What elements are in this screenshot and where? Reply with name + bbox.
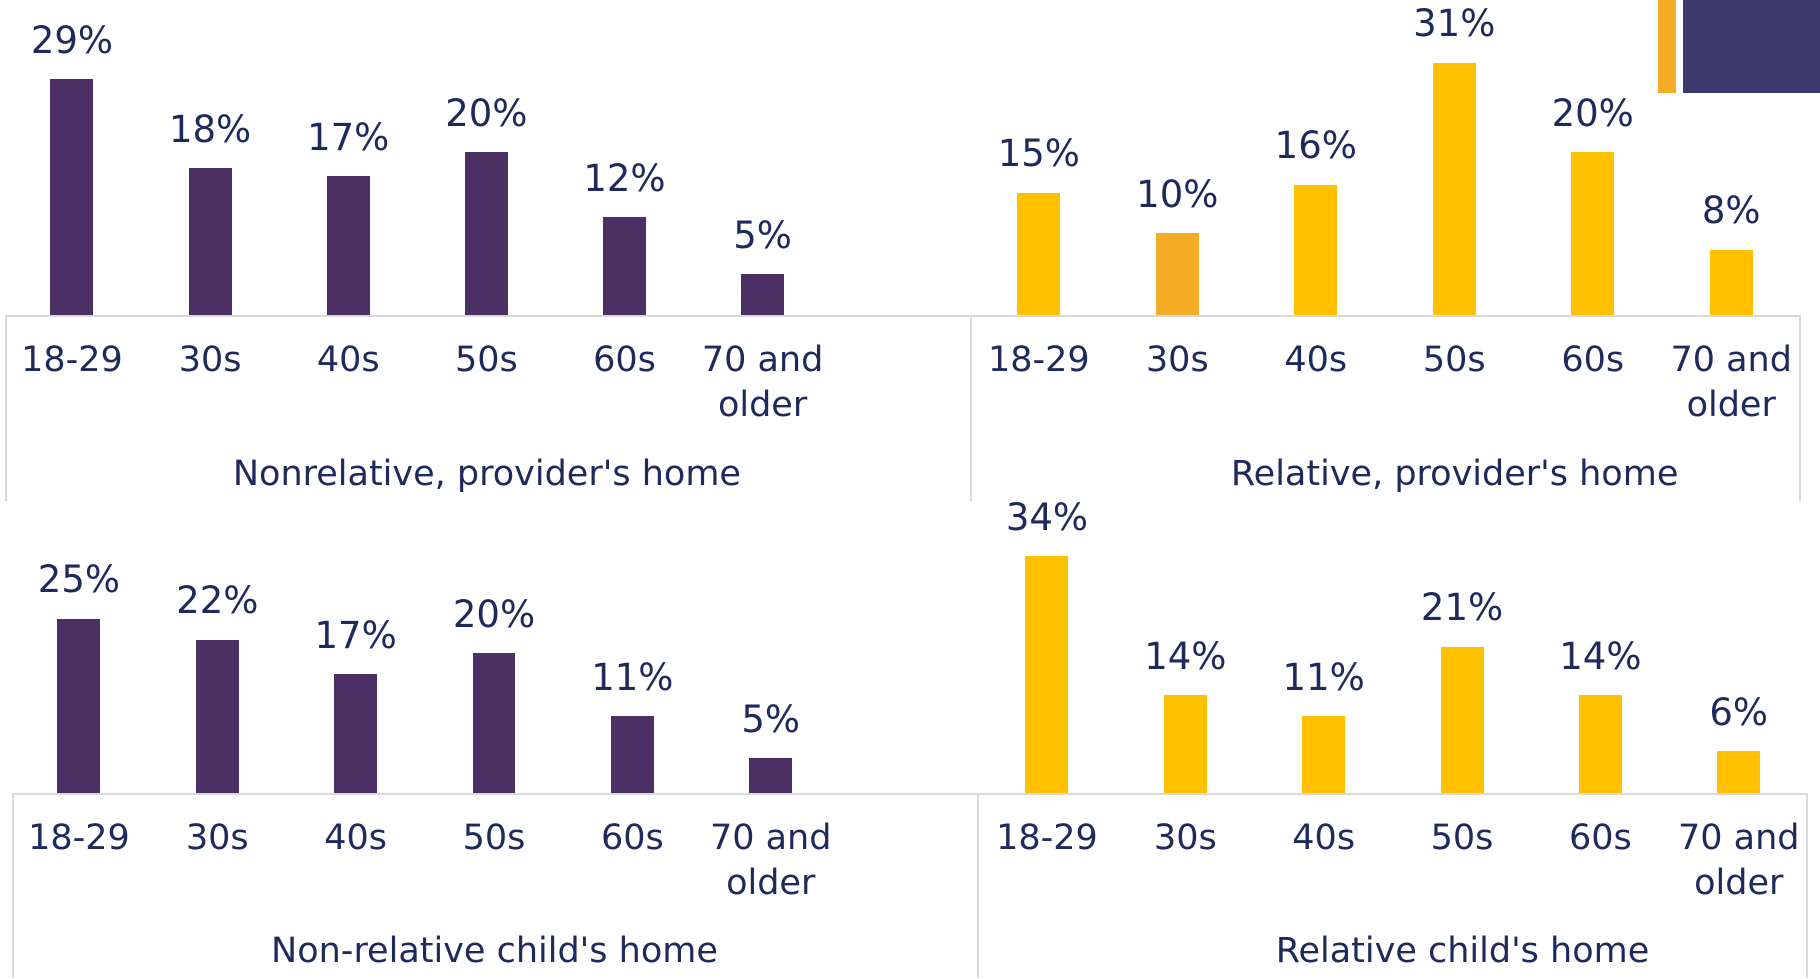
category-label: 50s: [1430, 817, 1494, 858]
value-label: 5%: [741, 697, 801, 741]
value-label: 22%: [176, 579, 259, 623]
value-label: 34%: [1005, 495, 1089, 539]
value-label: 14%: [1559, 634, 1642, 678]
panel-title: Non-relative child's home: [271, 930, 718, 971]
category-label: 30s: [185, 817, 249, 858]
panel-title: Relative child's home: [1275, 930, 1650, 971]
bar: [195, 639, 239, 793]
category-label: 50s: [454, 339, 518, 380]
category-label: 18-29: [28, 817, 130, 858]
panel-border: [1806, 792, 1809, 979]
bar: [1571, 152, 1615, 315]
category-label: 40s: [316, 339, 380, 380]
value-label: 11%: [1282, 655, 1365, 699]
bar: [749, 757, 793, 793]
bar: [1025, 555, 1069, 793]
category-label: 50s: [1422, 339, 1486, 380]
panel-border: [4, 314, 7, 502]
value-label: 18%: [168, 107, 252, 151]
panel-title: Nonrelative, provider's home: [232, 453, 741, 494]
value-label: 14%: [1144, 634, 1227, 678]
category-label: 60s: [600, 817, 664, 858]
value-label: 8%: [1701, 189, 1761, 233]
panel-border: [970, 314, 973, 502]
value-label: 5%: [733, 213, 792, 257]
bar: [1709, 249, 1753, 315]
category-label: 70 and older: [1677, 817, 1800, 903]
category-label: 70 and older: [701, 339, 824, 425]
value-label: 20%: [452, 593, 536, 637]
category-label: 60s: [1569, 817, 1632, 858]
category-label: 60s: [1561, 339, 1625, 380]
category-label: 50s: [462, 817, 526, 858]
bar: [464, 152, 508, 315]
bar: [602, 217, 646, 315]
bar: [741, 273, 785, 315]
bar: [1717, 750, 1761, 793]
bar: [472, 653, 516, 793]
accent-navy: [1683, 0, 1820, 93]
bar: [1294, 184, 1338, 315]
panel-title: Relative, provider's home: [1230, 453, 1679, 494]
value-label: 10%: [1136, 172, 1219, 216]
category-label: 18-29: [987, 339, 1090, 380]
axis-line: [970, 314, 1800, 317]
bar: [326, 176, 370, 315]
value-label: 21%: [1420, 586, 1504, 630]
value-label: 15%: [997, 132, 1080, 176]
bar: [57, 618, 101, 793]
value-label: 29%: [30, 18, 114, 62]
value-label: 17%: [307, 116, 390, 160]
value-label: 31%: [1413, 2, 1496, 46]
category-label: 40s: [324, 817, 388, 858]
category-label: 18-29: [21, 339, 123, 380]
value-label: 6%: [1709, 690, 1769, 734]
category-label: 30s: [1145, 339, 1209, 380]
category-label: 60s: [593, 339, 656, 380]
axis-line: [11, 792, 978, 795]
bar: [1432, 62, 1476, 315]
bar: [334, 674, 378, 793]
panel-border: [11, 792, 14, 979]
value-label: 17%: [314, 614, 397, 658]
value-label: 20%: [445, 91, 528, 135]
category-label: 30s: [178, 339, 242, 380]
category-label: 70 and older: [709, 817, 832, 903]
bar: [1578, 695, 1622, 793]
value-label: 11%: [591, 655, 674, 699]
category-label: 18-29: [996, 817, 1098, 858]
category-label: 40s: [1292, 817, 1356, 858]
value-label: 12%: [583, 156, 666, 200]
value-label: 20%: [1551, 91, 1634, 135]
bar: [1163, 695, 1207, 793]
bar: [188, 168, 232, 315]
bar: [1302, 716, 1346, 793]
category-label: 30s: [1153, 817, 1217, 858]
bar: [1440, 646, 1484, 793]
accent-orange: [1658, 0, 1676, 93]
panel-border: [1799, 314, 1802, 502]
bar: [1155, 233, 1199, 315]
value-label: 16%: [1274, 124, 1357, 168]
axis-line: [4, 314, 971, 317]
bar: [1017, 192, 1061, 315]
category-label: 40s: [1284, 339, 1348, 380]
value-label: 25%: [37, 558, 121, 602]
axis-line: [977, 792, 1807, 795]
bar: [50, 78, 94, 315]
panel-border: [977, 792, 980, 979]
bar: [610, 716, 654, 793]
category-label: 70 and older: [1670, 339, 1792, 425]
